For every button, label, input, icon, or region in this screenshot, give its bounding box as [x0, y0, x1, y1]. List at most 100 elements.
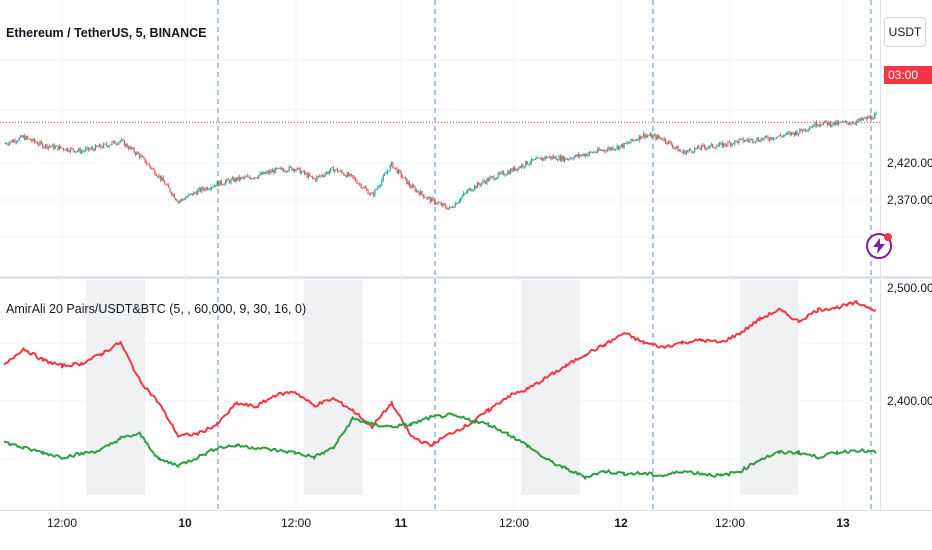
candle: [418, 190, 420, 197]
candle: [361, 187, 364, 190]
candle-body: [25, 136, 27, 140]
candle-body: [49, 146, 51, 148]
candle: [821, 124, 823, 126]
candle-body: [199, 188, 202, 192]
candle: [482, 178, 484, 185]
candle-body: [695, 148, 697, 149]
candle: [447, 208, 449, 210]
candle-body: [306, 173, 308, 178]
candle-body: [141, 155, 144, 157]
candle: [230, 177, 232, 185]
candle: [116, 142, 119, 145]
candle: [754, 141, 757, 144]
candle: [507, 169, 509, 176]
candle: [491, 176, 494, 179]
candle-body: [215, 185, 217, 187]
candle-body: [576, 154, 578, 157]
candle: [421, 190, 423, 196]
indicator-legend[interactable]: AmirAli 20 Pairs/USDT&BTC (5, , 60,000, …: [6, 302, 307, 316]
candle: [624, 142, 627, 145]
candle-body: [766, 135, 768, 138]
symbol-title[interactable]: Ethereum / TetherUS, 5, BINANCE: [6, 26, 207, 40]
candle: [213, 183, 215, 187]
candle-body: [366, 188, 368, 190]
candle: [370, 191, 372, 197]
candle-body: [251, 178, 253, 180]
candle-body: [691, 150, 693, 153]
candle-body: [31, 140, 33, 142]
price-candles: [4, 111, 877, 211]
candle: [94, 143, 96, 151]
candle-body: [249, 177, 251, 179]
lightning-bolt-icon[interactable]: [866, 233, 892, 259]
candle: [71, 146, 73, 150]
candle: [289, 165, 292, 168]
candle: [806, 129, 808, 133]
candle: [593, 150, 595, 154]
currency-button[interactable]: USDT: [884, 17, 926, 47]
candle-body: [712, 144, 714, 148]
candle-body: [276, 167, 278, 169]
candle-body: [346, 172, 348, 178]
candle: [768, 137, 771, 142]
candle: [871, 115, 873, 120]
candle: [742, 136, 744, 144]
candle: [186, 196, 188, 199]
candle: [764, 135, 766, 139]
candle-body: [750, 138, 753, 140]
candle: [602, 149, 604, 152]
candle: [802, 129, 804, 134]
candle: [324, 172, 326, 178]
candle-body: [820, 124, 822, 126]
candle: [736, 140, 739, 144]
candle-body: [302, 170, 304, 172]
candle-body: [468, 188, 470, 190]
candle-body: [491, 176, 494, 178]
candle: [173, 193, 175, 199]
candle: [199, 187, 202, 193]
candle-body: [724, 143, 726, 146]
candle: [752, 138, 754, 145]
candle-body: [644, 133, 646, 138]
candle-body: [856, 121, 858, 124]
candle-body: [159, 175, 162, 180]
candle: [820, 122, 822, 127]
candle: [295, 168, 297, 173]
candle: [89, 147, 91, 151]
candle: [539, 157, 541, 159]
candle: [683, 149, 685, 155]
candle-body: [14, 140, 16, 143]
candle: [775, 136, 777, 140]
candle: [381, 178, 383, 187]
candle: [252, 177, 254, 180]
candle-body: [453, 207, 455, 209]
candle: [234, 177, 236, 183]
candle-body: [666, 142, 668, 144]
candle-body: [339, 170, 341, 172]
candle: [540, 155, 542, 161]
candle: [853, 120, 855, 125]
candle-body: [555, 156, 557, 160]
candle: [493, 174, 495, 182]
candle: [134, 151, 137, 157]
candle: [432, 196, 434, 202]
candle-body: [399, 169, 401, 172]
candle: [364, 185, 366, 189]
candle-body: [684, 150, 686, 155]
candle: [509, 167, 512, 175]
candle: [408, 180, 411, 188]
candle-body: [509, 169, 512, 174]
candle-body: [785, 133, 787, 135]
candle-body: [98, 144, 101, 148]
candle: [104, 143, 106, 145]
candle: [177, 200, 179, 204]
candle-body: [558, 156, 560, 161]
candle-body: [868, 116, 870, 119]
candle: [824, 120, 826, 124]
candle-body: [313, 178, 315, 179]
candle: [21, 134, 23, 138]
candle-body: [815, 122, 818, 126]
candle: [548, 154, 550, 159]
candle: [760, 137, 762, 143]
